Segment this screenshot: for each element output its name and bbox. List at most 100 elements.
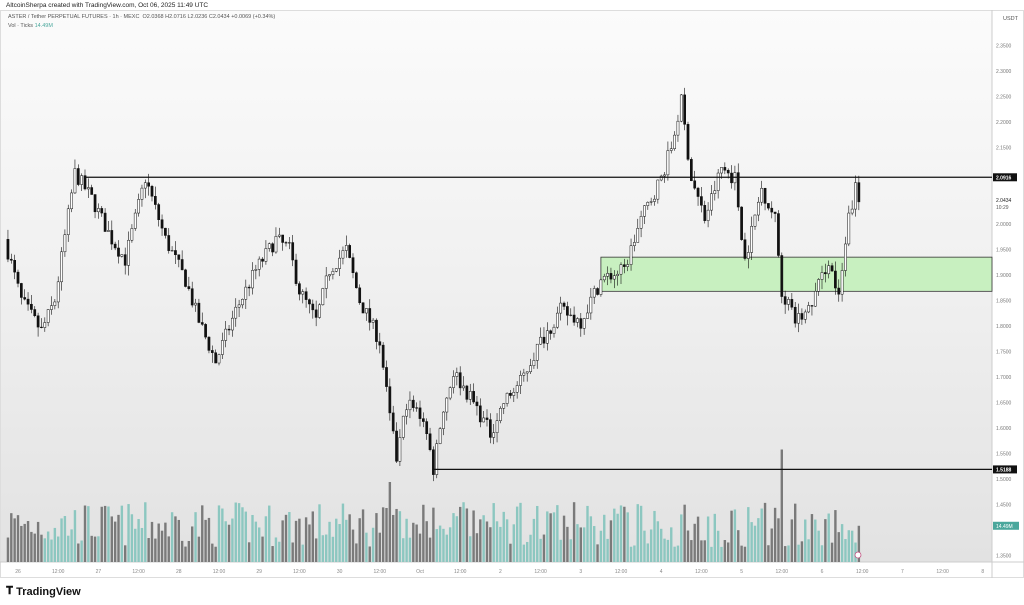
candle-down [147, 182, 151, 187]
volume-bar [308, 524, 311, 562]
volume-bar [194, 512, 197, 562]
x-tick-label: 12:00 [132, 569, 145, 575]
candle-down [740, 206, 743, 240]
candle-down [154, 196, 157, 205]
volume-bar [214, 546, 217, 562]
candle-up [66, 208, 70, 235]
candle-up [143, 182, 147, 189]
candle-up [636, 228, 640, 243]
volume-bar [26, 521, 30, 562]
candle-down [830, 265, 834, 272]
volume-bar [515, 506, 519, 562]
volume-bar [211, 543, 214, 562]
volume-bar [378, 532, 381, 562]
candle-up [408, 399, 412, 411]
volume-bar [402, 538, 405, 562]
candle-up [599, 279, 603, 295]
volume-bar [358, 518, 361, 562]
volume-bar [529, 534, 532, 562]
candle-down [726, 169, 730, 174]
candle-up [133, 212, 137, 229]
candle-up [539, 336, 542, 345]
candle-up [107, 230, 110, 232]
candle-down [23, 297, 27, 300]
volume-bar [680, 514, 683, 562]
candle-down [36, 315, 40, 328]
volume-bar [217, 505, 221, 562]
candle-down [164, 227, 167, 236]
candle-up [224, 328, 228, 341]
volume-bar [247, 542, 251, 562]
candle-up [602, 276, 606, 281]
volume-bar [381, 507, 385, 562]
volume-bar [747, 507, 750, 562]
candle-down [26, 298, 30, 305]
candle-down [690, 159, 693, 181]
volume-bar [177, 519, 180, 562]
volume-bar [63, 515, 67, 562]
candle-down [800, 313, 804, 320]
candle-down [9, 258, 13, 261]
volume-bar [371, 527, 375, 562]
volume-bar [459, 506, 462, 562]
candle-up [552, 326, 556, 334]
volume-bar [763, 502, 767, 562]
volume-bar [502, 511, 505, 562]
candle-up [328, 274, 331, 277]
candle-up [251, 270, 254, 289]
candle-up [713, 190, 717, 194]
y-tick-label: 1.9500 [996, 248, 1012, 254]
x-tick-label: 5 [740, 569, 743, 575]
volume-bar [804, 519, 807, 562]
volume-bar [418, 533, 422, 562]
volume-bar [40, 534, 43, 562]
candle-up [301, 291, 305, 295]
volume-bar [180, 540, 184, 562]
candle-up [569, 314, 573, 316]
candle-up [619, 264, 623, 275]
volume-bar [221, 508, 224, 562]
candle-up [43, 322, 47, 328]
candle-up [529, 365, 532, 373]
level-price-label: 1.5188 [996, 467, 1012, 473]
volume-bar [505, 519, 509, 562]
x-tick-label: 12:00 [454, 569, 467, 575]
volume-bar [479, 519, 482, 562]
candle-down [348, 245, 351, 258]
volume-bar [301, 544, 304, 562]
candle-up [405, 409, 408, 417]
volume-bar [509, 543, 512, 562]
volume-bar [361, 509, 365, 562]
candle-up [438, 428, 442, 444]
candle-down [623, 264, 626, 267]
price-chart[interactable]: USDT 2.3500 2.3000 2.2500 2.2000 2.1500 2.0000… [0, 0, 1024, 580]
x-tick-label: 6 [821, 569, 824, 575]
tv-logo-icon: 𝐓 [6, 585, 14, 597]
volume-bar [33, 533, 36, 562]
volume-bar [174, 516, 177, 562]
x-tick-label: 12:00 [856, 569, 869, 575]
candle-up [237, 304, 241, 308]
candle-up [371, 319, 375, 323]
candle-up [803, 311, 807, 320]
volume-bar [197, 536, 201, 562]
volume-bar [6, 537, 10, 562]
candle-down [485, 417, 489, 420]
volume-bar [412, 522, 415, 562]
volume-bar [184, 546, 187, 562]
candle-down [693, 180, 697, 189]
candle-down [837, 287, 841, 295]
volume-bar [140, 527, 144, 562]
candle-up [365, 308, 368, 314]
candle-up [847, 212, 851, 245]
volume-bar [204, 519, 207, 562]
candle-up [435, 443, 439, 475]
volume-bar [740, 545, 743, 562]
volume-bar [526, 541, 529, 562]
candle-up [626, 264, 630, 267]
x-tick-label: 12:00 [213, 569, 226, 575]
volume-bar [482, 515, 485, 562]
candle-up [797, 313, 800, 324]
y-tick-label: 2.1500 [996, 146, 1012, 152]
candle-up [482, 417, 485, 423]
